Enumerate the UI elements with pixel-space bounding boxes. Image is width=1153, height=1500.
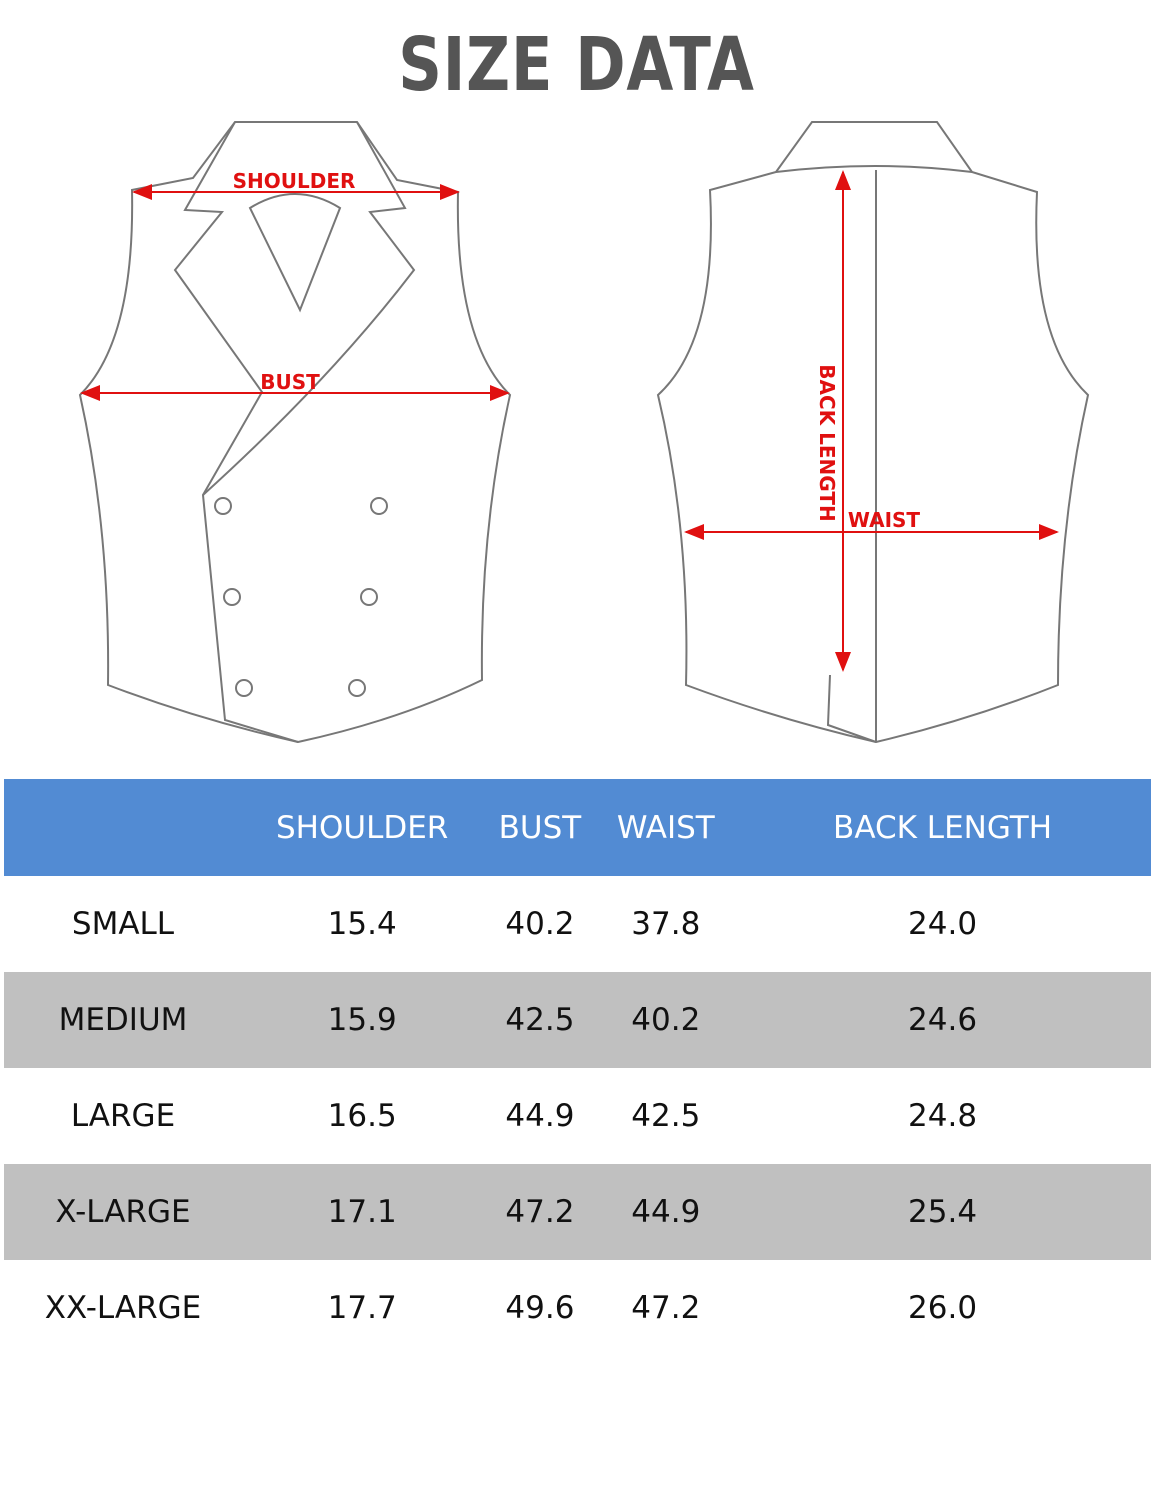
cell-size: XX-LARGE — [44, 1290, 202, 1326]
header-waist: WAIST — [597, 779, 735, 876]
shoulder-label: SHOULDER — [233, 169, 356, 193]
table-row: X-LARGE 17.1 47.2 44.9 25.4 — [4, 1164, 1151, 1260]
cell-size: SMALL — [71, 906, 175, 942]
cell: 44.9 — [505, 1098, 575, 1134]
cell: 42.5 — [482, 972, 598, 1068]
cell: 42.5 — [631, 1098, 701, 1134]
cell: 25.4 — [734, 1164, 1151, 1260]
bust-label: BUST — [260, 370, 320, 394]
cell: 47.2 — [482, 1164, 598, 1260]
table-row: LARGE 16.5 44.9 42.5 24.8 — [4, 1068, 1151, 1164]
table-row: MEDIUM 15.9 42.5 40.2 24.6 — [4, 972, 1151, 1068]
header-back-length: BACK LENGTH — [734, 779, 1151, 876]
waist-label: WAIST — [848, 508, 920, 532]
cell: 26.0 — [908, 1290, 978, 1326]
cell: 47.2 — [631, 1290, 701, 1326]
cell: 15.9 — [242, 972, 483, 1068]
back-vest-outline — [656, 121, 1090, 744]
table-header-row: SHOULDER BUST WAIST BACK LENGTH — [4, 779, 1151, 876]
header-bust: BUST — [482, 779, 598, 876]
vest-diagram: SHOULDER BUST WAIST BACK LENGTH — [78, 121, 1090, 744]
header-size — [4, 779, 242, 876]
table-row: SMALL 15.4 40.2 37.8 24.0 — [4, 876, 1151, 972]
cell: 16.5 — [327, 1098, 397, 1134]
page-title: SIZE DATA — [398, 22, 755, 108]
cell: 24.6 — [734, 972, 1151, 1068]
cell: 49.6 — [505, 1290, 575, 1326]
cell: 37.8 — [631, 906, 701, 942]
cell-size: MEDIUM — [4, 972, 242, 1068]
cell: 44.9 — [597, 1164, 735, 1260]
back-length-label: BACK LENGTH — [815, 364, 839, 521]
front-vest-outline — [78, 121, 512, 744]
cell: 17.7 — [327, 1290, 397, 1326]
cell: 17.1 — [242, 1164, 483, 1260]
table-row: XX-LARGE 17.7 49.6 47.2 26.0 — [4, 1260, 1151, 1356]
cell: 15.4 — [327, 906, 397, 942]
cell: 24.0 — [908, 906, 978, 942]
cell: 24.8 — [908, 1098, 978, 1134]
size-table: SHOULDER BUST WAIST BACK LENGTH SMALL 15.… — [4, 779, 1151, 1356]
cell: 40.2 — [505, 906, 575, 942]
cell-size: X-LARGE — [4, 1164, 242, 1260]
measure-lines — [80, 170, 1059, 672]
cell-size: LARGE — [70, 1098, 176, 1134]
header-shoulder: SHOULDER — [242, 779, 483, 876]
cell: 40.2 — [597, 972, 735, 1068]
